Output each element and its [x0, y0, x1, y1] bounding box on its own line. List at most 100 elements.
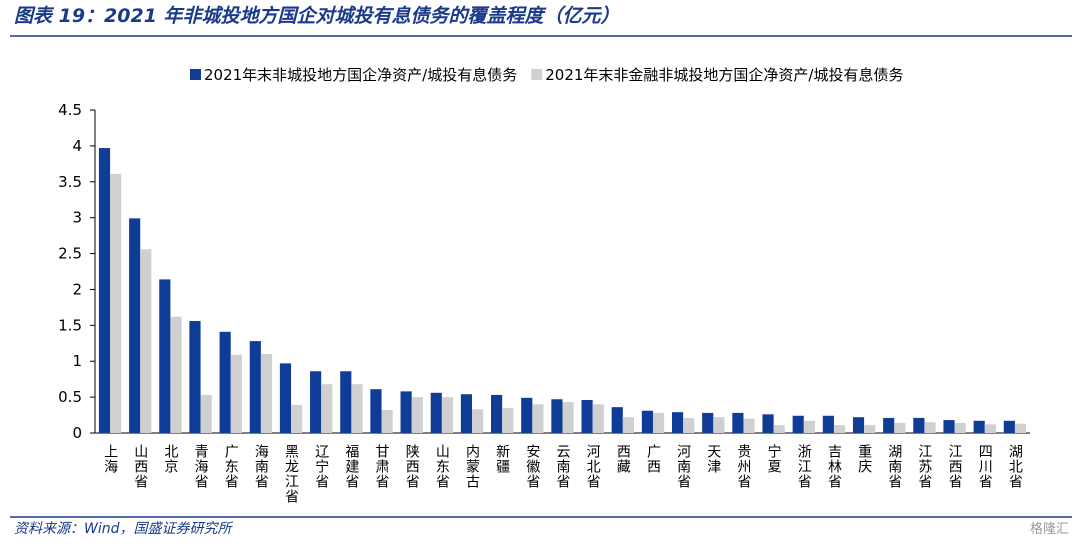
bar: [460, 394, 473, 433]
bar: [702, 412, 714, 433]
bar: [652, 412, 665, 433]
x-tick-label: 贵州省: [735, 444, 751, 489]
legend-label: 2021年末非金融非城投地方国企净资产/城投有息债务: [545, 66, 903, 84]
bar: [954, 422, 966, 433]
x-tick-label: 福建省: [343, 444, 359, 489]
bar: [943, 420, 955, 433]
legend-label: 2021年末非城投地方国企净资产/城投有息债务: [204, 66, 517, 84]
x-tick-label: 广东省: [223, 444, 239, 489]
bar: [822, 415, 834, 433]
x-tick-label: 上海: [102, 444, 118, 474]
bar: [170, 316, 182, 433]
bar: [370, 389, 382, 433]
bar: [351, 384, 363, 433]
bar: [924, 422, 936, 433]
x-tick-label: 青海省: [193, 444, 209, 489]
y-tick-label: 3: [72, 209, 82, 227]
x-tick-label: 江西省: [947, 444, 963, 489]
chart-title: 图表 19：2021 年非城投地方国企对城投有息债务的覆盖程度（亿元）: [14, 5, 620, 27]
bar: [441, 397, 454, 433]
bar: [400, 391, 412, 433]
bar: [411, 397, 423, 433]
bar: [743, 418, 755, 433]
bar: [973, 420, 985, 433]
bar: [291, 405, 303, 433]
bar: [622, 417, 634, 433]
bar: [894, 422, 906, 433]
legend-swatch: [190, 69, 201, 80]
bar: [491, 394, 503, 433]
x-tick-label: 新疆: [494, 444, 510, 474]
bar: [279, 363, 292, 433]
bar: [200, 394, 212, 433]
bar: [340, 371, 352, 433]
bar: [521, 397, 533, 433]
bar: [551, 399, 563, 433]
source: 资料来源：Wind，国盛证券研究所: [14, 521, 233, 537]
x-tick-label: 浙江省: [796, 444, 812, 489]
y-tick-label: 4: [72, 137, 82, 155]
bar: [472, 409, 484, 433]
x-tick-label: 河南省: [675, 444, 691, 489]
bar: [321, 384, 333, 433]
bar: [581, 399, 593, 433]
bar: [671, 412, 684, 433]
bar: [864, 425, 876, 433]
x-tick-label: 西藏: [615, 444, 631, 474]
x-tick-label: 四川省: [977, 444, 993, 489]
legend-swatch: [531, 69, 543, 80]
bar: [381, 410, 393, 433]
y-tick-label: 1.5: [58, 316, 82, 334]
bar: [219, 331, 231, 433]
bar: [532, 404, 544, 433]
x-tick-label: 山东省: [434, 444, 450, 489]
x-tick-label: 黑龙江省: [283, 444, 299, 504]
y-tick-label: 1: [72, 352, 82, 370]
bar: [732, 412, 744, 433]
bar: [833, 425, 846, 433]
bar: [683, 417, 695, 433]
x-tick-label: 甘肃省: [374, 444, 390, 489]
bar: [430, 392, 442, 433]
y-tick-label: 0: [72, 424, 82, 442]
bar: [773, 425, 785, 433]
x-tick-label: 广西: [645, 444, 661, 474]
bar: [249, 341, 261, 433]
x-tick-label: 北京: [162, 444, 178, 474]
x-tick-label: 重庆: [856, 444, 872, 474]
bar: [502, 407, 514, 433]
bar: [592, 404, 604, 433]
bar: [140, 249, 152, 433]
y-tick-label: 0.5: [58, 388, 82, 406]
x-tick-label: 天津: [705, 444, 721, 474]
watermark: 格隆汇: [1030, 521, 1069, 537]
y-tick-label: 2.5: [58, 245, 82, 263]
bar: [762, 414, 774, 433]
x-tick-label: 辽宁省: [313, 444, 329, 489]
x-tick-label: 云南省: [555, 444, 571, 489]
bar: [641, 410, 653, 433]
bar: [310, 371, 322, 433]
x-tick-label: 江苏省: [916, 444, 932, 489]
x-tick-label: 内蒙古: [464, 444, 480, 489]
bar: [611, 407, 623, 433]
bar: [110, 173, 122, 434]
bar: [129, 218, 141, 433]
y-tick-label: 4.5: [58, 101, 82, 119]
x-tick-label: 宁夏: [766, 443, 782, 474]
y-tick-label: 3.5: [58, 173, 82, 191]
bar: [98, 148, 111, 433]
bar: [230, 354, 242, 433]
bar: [913, 417, 925, 433]
x-tick-label: 安徽省: [524, 444, 540, 489]
x-tick-label: 陕西省: [404, 444, 420, 489]
bar: [984, 424, 996, 433]
bar: [1003, 420, 1015, 433]
x-tick-label: 湖南省: [886, 444, 902, 489]
bar: [803, 420, 815, 433]
bar: [883, 417, 895, 433]
bar: [562, 402, 574, 433]
bar: [260, 354, 273, 433]
bar: [792, 415, 804, 433]
